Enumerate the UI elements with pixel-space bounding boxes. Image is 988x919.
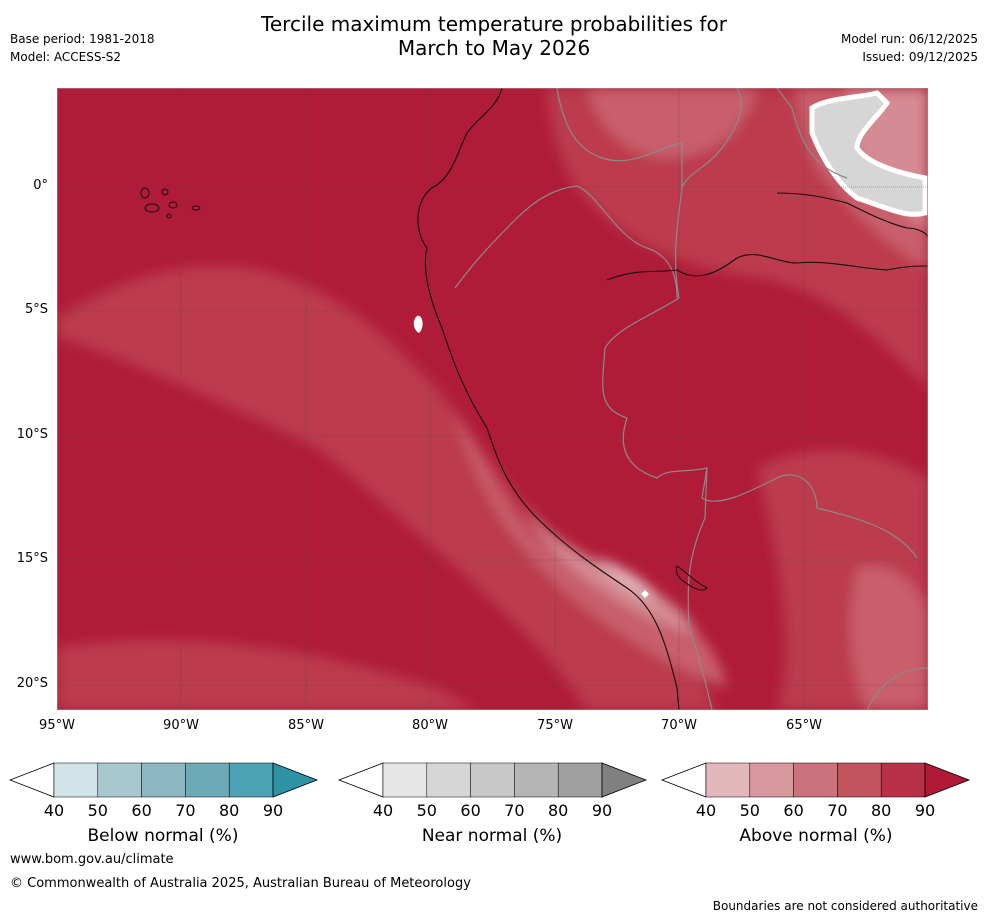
colorbar-segment: [97, 762, 142, 798]
metadata-left: Base period: 1981-2018 Model: ACCESS-S2: [10, 30, 155, 66]
colorbar-tick-label: 60: [460, 801, 481, 820]
colorbar-tick-label: 60: [783, 801, 804, 820]
colorbar-tick-label: 50: [416, 801, 437, 820]
probability-map: [57, 88, 928, 710]
colorbar-tick-label: 40: [372, 801, 394, 820]
colorbar-segment: [705, 762, 751, 798]
colorbar-extend-low: [8, 762, 55, 798]
title-line-1: Tercile maximum temperature probabilitie…: [261, 12, 727, 36]
colorbar-tick-label: 50: [87, 801, 108, 820]
x-tick-90w: 90°W: [163, 718, 199, 733]
colorbar-tick-label: 90: [914, 801, 936, 820]
colorbar-segment: [426, 762, 471, 798]
colorbar-segment: [382, 762, 428, 798]
model-run-text: Model run: 06/12/2025: [840, 32, 978, 46]
southeast-band-70: [850, 566, 928, 710]
colorbar-extend-high: [924, 762, 971, 798]
colorbar-tick-label: 60: [131, 801, 152, 820]
colorbar-tick-label: 90: [262, 801, 284, 820]
titicaca-lake: [675, 565, 708, 591]
y-tick-10s: 10°S: [16, 427, 48, 442]
colorbar-tick-label: 50: [739, 801, 760, 820]
colorbar-tick-label: 40: [695, 801, 717, 820]
colorbar-segment: [557, 762, 603, 798]
colorbar-segment: [793, 762, 838, 798]
galapagos-islands: [140, 187, 201, 219]
y-tick-15s: 15°S: [16, 551, 48, 566]
colorbar-extend-high: [601, 762, 648, 798]
ocean-band-80b: [57, 640, 477, 710]
colorbar-extend-high: [272, 762, 319, 798]
colorbar-extend-low: [660, 762, 707, 798]
metadata-right: Model run: 06/12/2025 Issued: 09/12/2025: [841, 30, 978, 66]
x-tick-85w: 85°W: [288, 718, 324, 733]
colorbar-segment: [470, 762, 515, 798]
colorbar-tick-label: 80: [219, 801, 240, 820]
colorbar-label-near: Near normal (%): [421, 826, 563, 846]
x-tick-65w: 65°W: [786, 718, 822, 733]
colorbar-tick-label: 90: [591, 801, 613, 820]
colorbar-segment: [228, 762, 274, 798]
colorbar-tick-label: 70: [504, 801, 525, 820]
x-tick-75w: 75°W: [537, 718, 573, 733]
colorbar-segment: [880, 762, 926, 798]
colorbar-below-normal: [8, 762, 319, 798]
map-border: [57, 88, 928, 710]
near-normal-patch: [809, 90, 928, 217]
colorbar-segment: [514, 762, 559, 798]
map-title: Tercile maximum temperature probabilitie…: [0, 12, 988, 60]
source-url[interactable]: www.bom.gov.au/climate: [10, 852, 174, 867]
colorbar-tick-label: 40: [43, 801, 65, 820]
colorbar-above-normal: [660, 762, 971, 798]
coastlines: [417, 88, 928, 710]
colorbar-label-below: Below normal (%): [87, 826, 239, 846]
x-tick-70w: 70°W: [661, 718, 697, 733]
base-period-text: Base period: 1981-2018: [10, 32, 155, 46]
north-band-70: [587, 88, 757, 158]
colorbar-label-above: Above normal (%): [739, 826, 893, 846]
copyright-text: © Commonwealth of Australia 2025, Austra…: [10, 876, 471, 891]
title-line-2: March to May 2026: [397, 36, 591, 60]
probability-contours: [57, 88, 928, 710]
graticule: [57, 88, 928, 710]
colorbar-tick-label: 80: [871, 801, 892, 820]
ocean-band-80: [57, 265, 717, 710]
colorbar-segment: [837, 762, 882, 798]
andes-band-50: [597, 558, 662, 600]
country-borders: [454, 88, 928, 710]
colorbar-tick-label: 70: [175, 801, 196, 820]
y-tick-0: 0°: [33, 178, 48, 193]
hotspot-peru: [413, 315, 423, 333]
hotspot-altiplano: [641, 590, 649, 598]
disclaimer-text: Boundaries are not considered authoritat…: [712, 899, 978, 913]
colorbar-segment: [141, 762, 186, 798]
colorbars: [8, 762, 971, 798]
colorbar-segment: [749, 762, 794, 798]
x-tick-80w: 80°W: [412, 718, 448, 733]
model-text: Model: ACCESS-S2: [10, 50, 122, 64]
x-tick-95w: 95°W: [39, 718, 75, 733]
colorbar-tick-label: 80: [548, 801, 569, 820]
issued-text: Issued: 09/12/2025: [862, 50, 978, 64]
y-tick-5s: 5°S: [24, 302, 48, 317]
colorbar-segment: [185, 762, 230, 798]
colorbar-extend-low: [337, 762, 384, 798]
colorbar-segment: [53, 762, 99, 798]
colorbar-tick-label: 70: [827, 801, 848, 820]
colorbar-near-normal: [337, 762, 648, 798]
y-tick-20s: 20°S: [16, 676, 48, 691]
